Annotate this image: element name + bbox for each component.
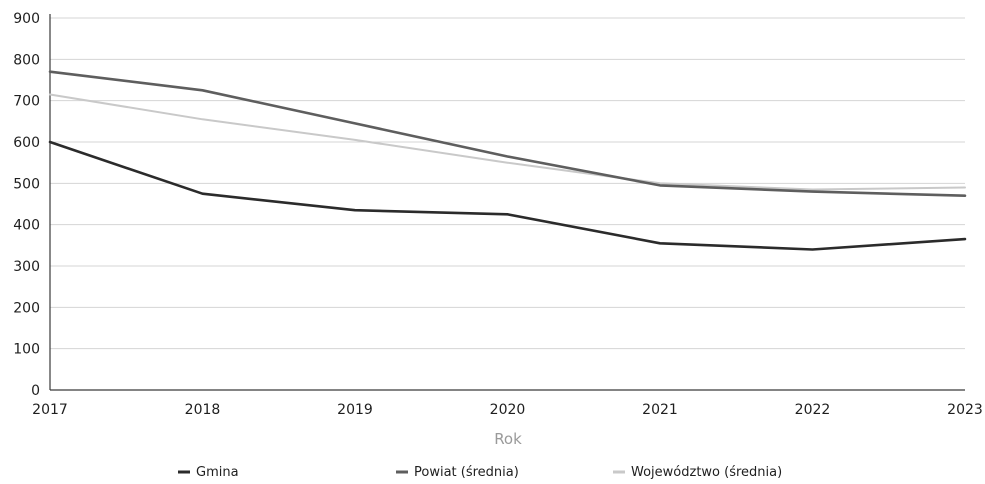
- y-tick-label: 500: [13, 176, 40, 192]
- series-line-województwo-średnia: [49, 93, 966, 191]
- y-tick-label: 0: [31, 383, 40, 399]
- legend: Gmina Powiat (średnia) Województwo (średni…: [178, 465, 782, 480]
- axes: [49, 14, 965, 391]
- tick-labels: 0 100 200 300 400 500 600 700 800 900 2017 2018 2019…: [13, 11, 983, 418]
- y-tick-label: 700: [13, 94, 40, 110]
- gridlines: [50, 17, 965, 350]
- series-line-gmina: [48, 140, 967, 251]
- legend-label: Gmina: [196, 465, 239, 480]
- y-tick-label: 800: [13, 52, 40, 68]
- x-tick-label: 2020: [490, 402, 526, 418]
- series-line-powiat-średnia: [48, 70, 967, 197]
- x-tick-label: 2019: [337, 402, 373, 418]
- legend-label: Powiat (średnia): [414, 465, 519, 480]
- series-lines: [48, 70, 967, 251]
- x-tick-label: 2022: [795, 402, 831, 418]
- y-tick-label: 100: [13, 342, 40, 358]
- y-tick-label: 900: [13, 11, 40, 27]
- y-tick-label: 300: [13, 259, 40, 275]
- x-tick-label: 2021: [642, 402, 678, 418]
- x-tick-label: 2017: [32, 402, 68, 418]
- x-tick-label: 2018: [185, 402, 221, 418]
- y-tick-label: 600: [13, 135, 40, 151]
- x-tick-label: 2023: [947, 402, 983, 418]
- legend-label: Województwo (średnia): [631, 465, 782, 480]
- y-tick-label: 200: [13, 300, 40, 316]
- y-tick-label: 400: [13, 218, 40, 234]
- x-axis-title: Rok: [494, 430, 522, 448]
